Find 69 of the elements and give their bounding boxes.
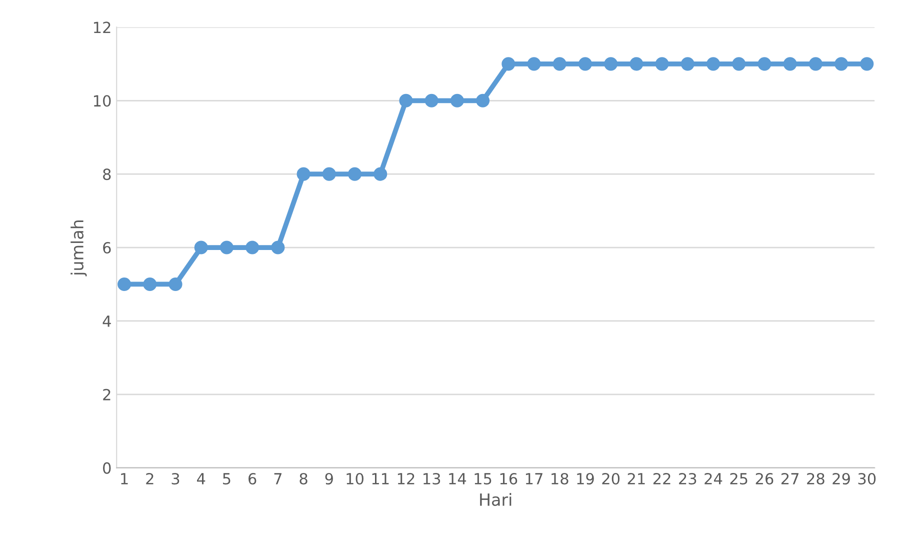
y-tick-label: 6 bbox=[103, 242, 111, 254]
x-tick-label: 16 bbox=[500, 472, 518, 485]
x-tick-label: 23 bbox=[679, 472, 696, 485]
point bbox=[808, 57, 822, 71]
x-tick-label: 12 bbox=[398, 472, 414, 484]
x-tick-label: 30 bbox=[858, 472, 876, 485]
x-tick-label: 26 bbox=[756, 472, 774, 485]
x-tick-label: 4 bbox=[197, 473, 206, 484]
point bbox=[143, 277, 157, 292]
x-tick-label: 15 bbox=[474, 473, 492, 485]
x-tick-label: 5 bbox=[223, 473, 230, 485]
x-tick-label: 27 bbox=[781, 472, 798, 484]
y-axis-title: jumlah bbox=[70, 220, 87, 276]
x-tick-label: 29 bbox=[832, 472, 850, 485]
x-tick-label: 1 bbox=[121, 473, 128, 484]
point bbox=[552, 57, 566, 71]
point bbox=[758, 57, 772, 71]
point bbox=[348, 167, 362, 181]
y-tick-label: 0 bbox=[103, 462, 111, 474]
x-tick-label: 20 bbox=[602, 472, 620, 485]
point bbox=[246, 240, 260, 254]
x-tick-label: 21 bbox=[628, 472, 645, 484]
x-tick-label: 6 bbox=[248, 472, 256, 485]
x-tick-label: 7 bbox=[274, 473, 282, 484]
x-tick-label: 2 bbox=[146, 472, 154, 484]
point bbox=[374, 167, 388, 181]
point bbox=[655, 57, 669, 71]
x-tick-label: 8 bbox=[300, 472, 308, 485]
x-tick-label: 13 bbox=[424, 472, 440, 485]
x-tick-label: 11 bbox=[372, 473, 389, 484]
point bbox=[220, 240, 234, 254]
x-tick-label: 3 bbox=[172, 472, 180, 485]
y-tick-label: 10 bbox=[94, 95, 111, 107]
x-tick-label: 9 bbox=[325, 472, 333, 485]
point bbox=[476, 94, 490, 108]
point bbox=[527, 57, 541, 71]
point bbox=[168, 277, 182, 292]
point bbox=[271, 240, 285, 254]
point bbox=[424, 94, 438, 108]
point bbox=[706, 57, 720, 71]
x-tick-label: 10 bbox=[346, 472, 364, 485]
x-tick-label: 14 bbox=[449, 473, 466, 484]
point bbox=[118, 277, 132, 292]
y-tick-label: 12 bbox=[94, 22, 110, 34]
point bbox=[296, 167, 310, 181]
point bbox=[680, 57, 694, 71]
x-tick-label: 25 bbox=[730, 472, 748, 485]
point bbox=[834, 57, 848, 71]
y-tick-label: 8 bbox=[103, 168, 111, 180]
x-tick-label: 28 bbox=[807, 472, 824, 485]
y-tick-label: 4 bbox=[102, 316, 111, 327]
x-tick-label: 24 bbox=[704, 472, 722, 484]
point bbox=[578, 57, 592, 71]
point bbox=[860, 57, 874, 71]
x-tick-label: 19 bbox=[577, 472, 594, 485]
point bbox=[502, 57, 516, 71]
point bbox=[399, 94, 413, 108]
x-tick-label: 22 bbox=[653, 472, 670, 484]
y-tick-label: 2 bbox=[103, 388, 110, 400]
x-axis-title: Hari bbox=[480, 493, 512, 506]
point bbox=[604, 57, 618, 71]
x-tick-label: 17 bbox=[526, 473, 542, 484]
point bbox=[783, 57, 797, 71]
point bbox=[194, 240, 208, 254]
point bbox=[732, 57, 746, 71]
point bbox=[450, 94, 464, 108]
point bbox=[322, 167, 336, 181]
point bbox=[630, 57, 644, 71]
x-tick-label: 18 bbox=[552, 472, 568, 485]
